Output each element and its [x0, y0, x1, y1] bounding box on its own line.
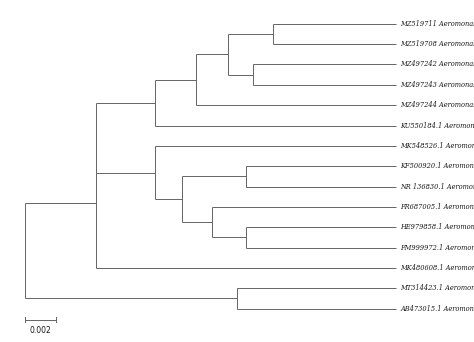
- Text: MZ519711 Aeromonas veronii strain BFKA12 (Present study): MZ519711 Aeromonas veronii strain BFKA12…: [400, 20, 474, 28]
- Text: 0.002: 0.002: [30, 326, 52, 334]
- Text: MZ497244 Aeromonas veronii strain BFKA33 (Present study): MZ497244 Aeromonas veronii strain BFKA33…: [400, 101, 474, 109]
- Text: MZ497243 Aeromonas veronii strain BFKA29 (Present study): MZ497243 Aeromonas veronii strain BFKA29…: [400, 81, 474, 89]
- Text: MZ497242 Aeromonas veronii strain BFKA18 (Present study): MZ497242 Aeromonas veronii strain BFKA18…: [400, 61, 474, 68]
- Text: KF500920.1 Aeromonas bivalvium strain D15 16S: KF500920.1 Aeromonas bivalvium strain D1…: [400, 162, 474, 170]
- Text: MK480608.1 Aeromonas jandaei strain PB2KE: MK480608.1 Aeromonas jandaei strain PB2K…: [400, 264, 474, 272]
- Text: MK548526.1 Aeromonas sobria strain K18: MK548526.1 Aeromonas sobria strain K18: [400, 142, 474, 150]
- Text: HE979858.1 Aeromonas salmonicida strain KK-1: HE979858.1 Aeromonas salmonicida strain …: [400, 223, 474, 231]
- Text: FR687005.1 Aeromonas hydrophila strain Pa031: FR687005.1 Aeromonas hydrophila strain P…: [400, 203, 474, 211]
- Text: MT314423.1 Aeromonas dhakensis strain NA61: MT314423.1 Aeromonas dhakensis strain NA…: [400, 284, 474, 292]
- Text: AB473015.1 Aeromonas punctata strain 18 H 240: AB473015.1 Aeromonas punctata strain 18 …: [400, 305, 474, 313]
- Text: FM999972.1 Aeromonas piscicola strain TC1: FM999972.1 Aeromonas piscicola strain TC…: [400, 244, 474, 252]
- Text: NR 136830.1 Aeromonas finlandiensis strain 4287D: NR 136830.1 Aeromonas finlandiensis stra…: [400, 183, 474, 190]
- Text: KU550184.1 Aeromonas veronii strain DRLL34: KU550184.1 Aeromonas veronii strain DRLL…: [400, 121, 474, 130]
- Text: MZ519708 Aeromonas veronii strain BFKA15 (Present study): MZ519708 Aeromonas veronii strain BFKA15…: [400, 40, 474, 48]
